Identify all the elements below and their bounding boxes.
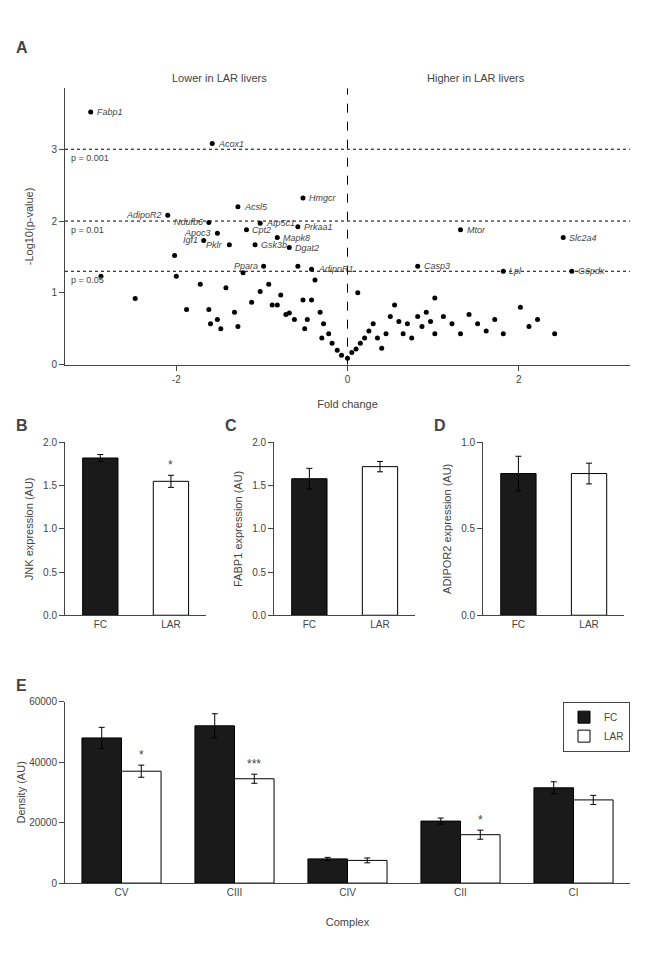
svg-text:AdipoR1: AdipoR1 bbox=[318, 264, 354, 274]
svg-text:1.5: 1.5 bbox=[43, 480, 57, 491]
svg-text:2: 2 bbox=[516, 374, 522, 385]
svg-text:Dgat2: Dgat2 bbox=[295, 243, 319, 253]
svg-text:*: * bbox=[139, 748, 144, 762]
svg-text:0: 0 bbox=[345, 374, 351, 385]
svg-text:C: C bbox=[225, 417, 237, 434]
svg-text:FC: FC bbox=[604, 712, 617, 723]
svg-text:0.0: 0.0 bbox=[461, 610, 475, 621]
svg-text:2.0: 2.0 bbox=[43, 437, 57, 448]
svg-text:Gsk3b: Gsk3b bbox=[261, 240, 287, 250]
svg-text:p = 0.001: p = 0.001 bbox=[71, 153, 109, 163]
svg-text:1.5: 1.5 bbox=[252, 480, 266, 491]
svg-text:Acox1: Acox1 bbox=[218, 139, 244, 149]
svg-text:Mtor: Mtor bbox=[467, 225, 486, 235]
svg-text:FC: FC bbox=[303, 619, 316, 630]
svg-text:1.0: 1.0 bbox=[461, 437, 475, 448]
svg-text:0.5: 0.5 bbox=[43, 567, 57, 578]
svg-text:CI: CI bbox=[569, 887, 579, 898]
svg-text:Ppara: Ppara bbox=[234, 261, 258, 271]
svg-text:Apoc3: Apoc3 bbox=[184, 228, 211, 238]
svg-text:*: * bbox=[478, 813, 483, 827]
svg-text:Casp3: Casp3 bbox=[424, 261, 450, 271]
svg-text:40000: 40000 bbox=[29, 757, 57, 768]
svg-text:-2: -2 bbox=[172, 374, 181, 385]
svg-text:D: D bbox=[434, 417, 446, 434]
svg-text:Fabp1: Fabp1 bbox=[97, 107, 123, 117]
svg-text:Lpl: Lpl bbox=[509, 266, 522, 276]
svg-text:0: 0 bbox=[51, 878, 57, 889]
svg-text:CIII: CIII bbox=[227, 887, 243, 898]
svg-text:LAR: LAR bbox=[370, 619, 389, 630]
svg-text:FC: FC bbox=[512, 619, 525, 630]
svg-text:Slc2a4: Slc2a4 bbox=[569, 233, 597, 243]
svg-text:ADIPOR2 expression (AU): ADIPOR2 expression (AU) bbox=[441, 464, 453, 594]
svg-text:1.0: 1.0 bbox=[43, 523, 57, 534]
svg-text:E: E bbox=[16, 677, 27, 694]
svg-text:Ndufb6: Ndufb6 bbox=[174, 217, 203, 227]
svg-text:A: A bbox=[16, 39, 28, 56]
svg-text:0: 0 bbox=[51, 359, 57, 370]
svg-text:60000: 60000 bbox=[29, 696, 57, 707]
svg-text:2: 2 bbox=[51, 216, 57, 227]
svg-text:0.5: 0.5 bbox=[252, 567, 266, 578]
svg-text:Cpt2: Cpt2 bbox=[252, 225, 271, 235]
svg-text:p = 0.01: p = 0.01 bbox=[71, 225, 104, 235]
svg-text:Acsl5: Acsl5 bbox=[244, 202, 268, 212]
svg-text:CIV: CIV bbox=[339, 887, 356, 898]
svg-text:Igf1: Igf1 bbox=[183, 235, 198, 245]
svg-text:B: B bbox=[16, 417, 28, 434]
svg-text:Lower in LAR livers: Lower in LAR livers bbox=[172, 72, 267, 84]
svg-text:*: * bbox=[168, 458, 173, 472]
svg-text:G6pdx: G6pdx bbox=[578, 266, 605, 276]
svg-text:Complex: Complex bbox=[326, 916, 370, 928]
svg-text:Mapk8: Mapk8 bbox=[283, 233, 310, 243]
svg-text:Fold change: Fold change bbox=[317, 398, 378, 410]
svg-text:0.0: 0.0 bbox=[252, 610, 266, 621]
svg-text:Hmgcr: Hmgcr bbox=[309, 193, 337, 203]
svg-text:LAR: LAR bbox=[604, 731, 623, 742]
svg-text:FC: FC bbox=[94, 619, 107, 630]
svg-text:2.0: 2.0 bbox=[252, 437, 266, 448]
svg-text:1: 1 bbox=[51, 287, 57, 298]
svg-text:***: *** bbox=[247, 757, 261, 771]
svg-text:3: 3 bbox=[51, 144, 57, 155]
svg-text:CII: CII bbox=[454, 887, 467, 898]
svg-text:CV: CV bbox=[115, 887, 129, 898]
svg-text:AdipoR2: AdipoR2 bbox=[126, 210, 162, 220]
svg-text:LAR: LAR bbox=[579, 619, 598, 630]
svg-text:Higher in LAR livers: Higher in LAR livers bbox=[427, 72, 525, 84]
svg-text:LAR: LAR bbox=[161, 619, 180, 630]
svg-text:Prkaa1: Prkaa1 bbox=[304, 222, 333, 232]
svg-text:FABP1 expression (AU): FABP1 expression (AU) bbox=[232, 471, 244, 587]
svg-text:JNK expression (AU): JNK expression (AU) bbox=[23, 477, 35, 580]
svg-text:Density (AU): Density (AU) bbox=[15, 761, 27, 823]
svg-text:0.0: 0.0 bbox=[43, 610, 57, 621]
svg-text:20000: 20000 bbox=[29, 817, 57, 828]
svg-text:-Log10(p-value): -Log10(p-value) bbox=[23, 188, 35, 266]
svg-text:1.0: 1.0 bbox=[252, 523, 266, 534]
svg-text:0.5: 0.5 bbox=[461, 523, 475, 534]
svg-text:p = 0.05: p = 0.05 bbox=[71, 275, 104, 285]
svg-text:Pklr: Pklr bbox=[206, 240, 223, 250]
svg-text:Atp5c1: Atp5c1 bbox=[266, 218, 295, 228]
